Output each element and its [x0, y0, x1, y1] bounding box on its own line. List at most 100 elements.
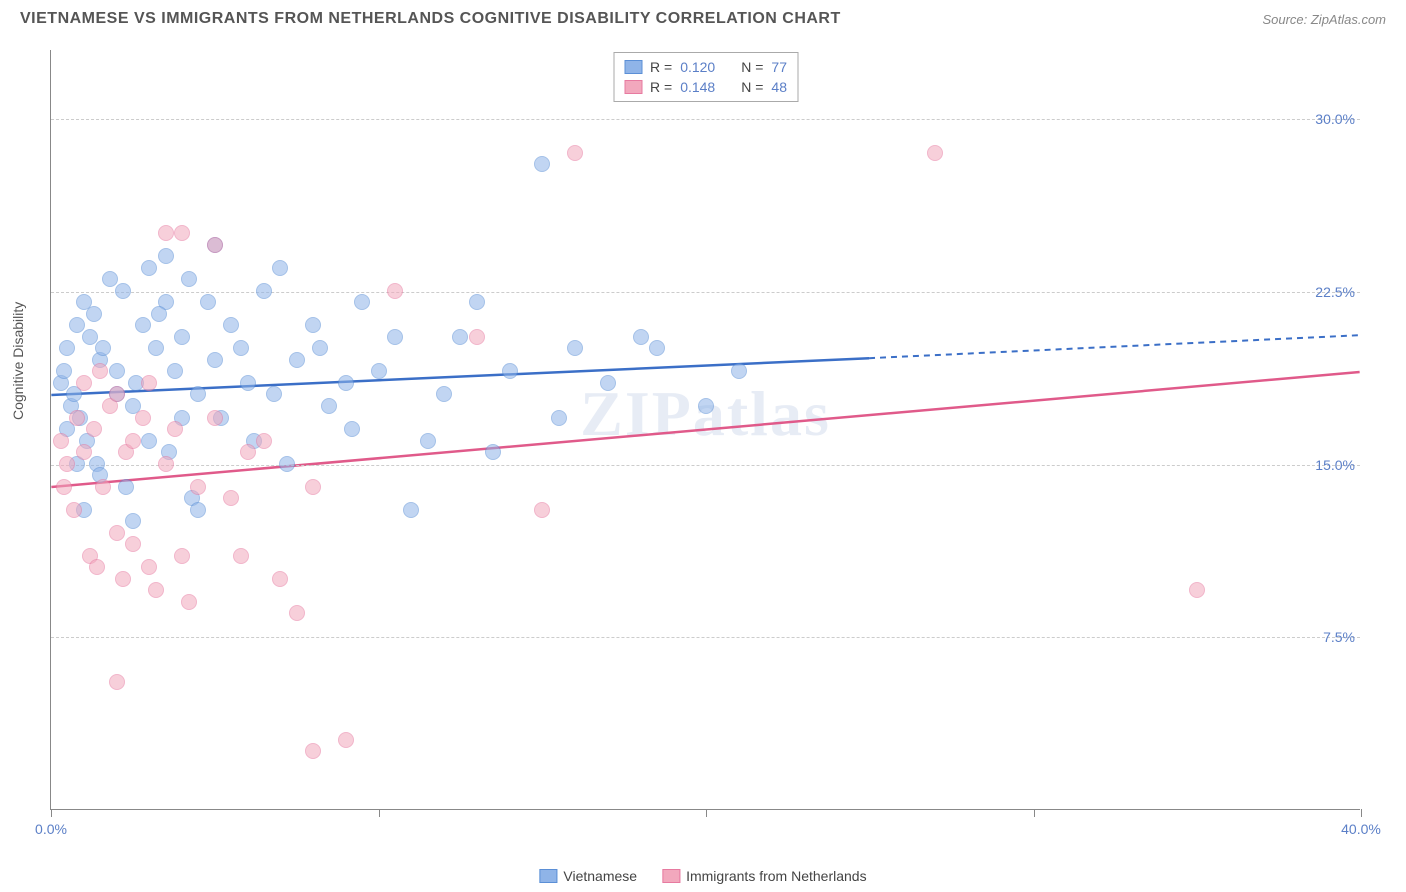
data-point — [174, 548, 190, 564]
data-point — [233, 340, 249, 356]
data-point — [109, 363, 125, 379]
data-point — [256, 433, 272, 449]
data-point — [600, 375, 616, 391]
data-point — [633, 329, 649, 345]
y-tick-label: 15.0% — [1315, 457, 1355, 473]
data-point — [76, 444, 92, 460]
x-tick-label: 0.0% — [35, 821, 67, 837]
data-point — [135, 317, 151, 333]
legend-swatch — [624, 60, 642, 74]
legend-n-label: N = — [741, 79, 763, 95]
data-point — [102, 271, 118, 287]
legend-n-value: 48 — [771, 79, 787, 95]
data-point — [200, 294, 216, 310]
data-point — [69, 317, 85, 333]
data-point — [167, 363, 183, 379]
data-point — [1189, 582, 1205, 598]
data-point — [109, 386, 125, 402]
data-point — [174, 329, 190, 345]
data-point — [69, 410, 85, 426]
watermark-text: ZIPatlas — [580, 377, 831, 451]
data-point — [125, 536, 141, 552]
data-point — [305, 743, 321, 759]
legend-swatch — [662, 869, 680, 883]
data-point — [86, 306, 102, 322]
x-tick — [1034, 809, 1035, 817]
x-tick-label: 40.0% — [1341, 821, 1381, 837]
data-point — [223, 317, 239, 333]
legend-r-label: R = — [650, 59, 672, 75]
legend-r-value: 0.148 — [680, 79, 715, 95]
legend-n-value: 77 — [771, 59, 787, 75]
data-point — [502, 363, 518, 379]
data-point — [371, 363, 387, 379]
data-point — [312, 340, 328, 356]
data-point — [190, 502, 206, 518]
data-point — [66, 502, 82, 518]
data-point — [53, 433, 69, 449]
data-point — [115, 571, 131, 587]
data-point — [141, 559, 157, 575]
data-point — [289, 352, 305, 368]
data-point — [698, 398, 714, 414]
legend-swatch — [624, 80, 642, 94]
data-point — [551, 410, 567, 426]
legend-series-label: Vietnamese — [563, 868, 637, 884]
data-point — [141, 375, 157, 391]
y-tick-label: 22.5% — [1315, 284, 1355, 300]
legend-r-value: 0.120 — [680, 59, 715, 75]
data-point — [86, 421, 102, 437]
data-point — [109, 674, 125, 690]
data-point — [534, 502, 550, 518]
data-point — [151, 306, 167, 322]
data-point — [223, 490, 239, 506]
data-point — [92, 363, 108, 379]
data-point — [420, 433, 436, 449]
x-tick — [379, 809, 380, 817]
data-point — [181, 271, 197, 287]
correlation-legend: R = 0.120 N = 77 R = 0.148 N = 48 — [613, 52, 798, 102]
data-point — [567, 340, 583, 356]
legend-stat-row: R = 0.148 N = 48 — [624, 77, 787, 97]
y-axis-label: Cognitive Disability — [10, 302, 26, 420]
data-point — [256, 283, 272, 299]
data-point — [158, 225, 174, 241]
gridline — [51, 292, 1360, 293]
x-tick — [1361, 809, 1362, 817]
data-point — [266, 386, 282, 402]
data-point — [174, 225, 190, 241]
data-point — [158, 248, 174, 264]
legend-stat-row: R = 0.120 N = 77 — [624, 57, 787, 77]
data-point — [387, 329, 403, 345]
data-point — [233, 548, 249, 564]
data-point — [485, 444, 501, 460]
data-point — [567, 145, 583, 161]
data-point — [240, 375, 256, 391]
legend-series-item: Vietnamese — [539, 868, 637, 884]
gridline — [51, 465, 1360, 466]
data-point — [95, 479, 111, 495]
data-point — [207, 410, 223, 426]
data-point — [56, 363, 72, 379]
data-point — [115, 283, 131, 299]
data-point — [109, 525, 125, 541]
y-tick-label: 7.5% — [1323, 629, 1355, 645]
data-point — [305, 317, 321, 333]
data-point — [181, 594, 197, 610]
data-point — [141, 260, 157, 276]
legend-n-label: N = — [741, 59, 763, 75]
data-point — [403, 502, 419, 518]
data-point — [272, 260, 288, 276]
legend-series-item: Immigrants from Netherlands — [662, 868, 867, 884]
data-point — [125, 513, 141, 529]
data-point — [344, 421, 360, 437]
data-point — [338, 732, 354, 748]
data-point — [167, 421, 183, 437]
data-point — [469, 294, 485, 310]
data-point — [240, 444, 256, 460]
data-point — [82, 329, 98, 345]
data-point — [354, 294, 370, 310]
data-point — [148, 340, 164, 356]
legend-swatch — [539, 869, 557, 883]
chart-header: VIETNAMESE VS IMMIGRANTS FROM NETHERLAND… — [0, 0, 1406, 33]
